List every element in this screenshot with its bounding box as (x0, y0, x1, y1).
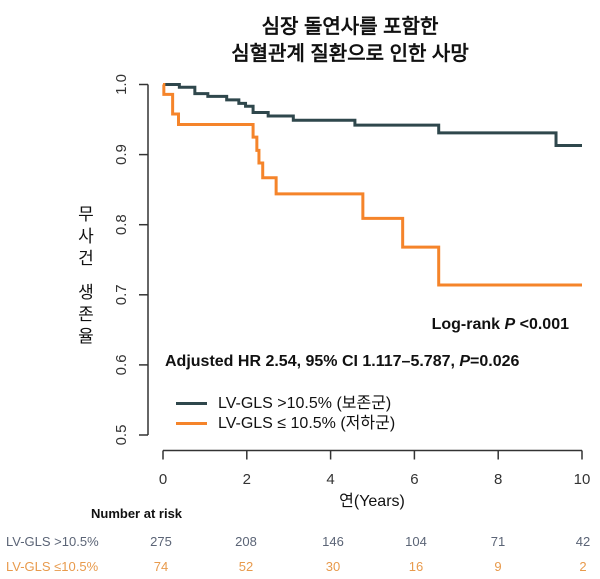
hr-annotation: Adjusted HR 2.54, 95% CI 1.117–5.787, P=… (165, 353, 519, 371)
y-tick-label: 0.6 (113, 354, 130, 375)
risk-table-title: Number at risk (91, 506, 183, 521)
logrank-prefix: Log-rank (431, 316, 505, 333)
y-axis-label-char: 건 (78, 249, 94, 268)
x-tick-label: 8 (494, 471, 502, 488)
y-axis-label-char: 율 (78, 327, 94, 346)
y-axis-label-char: 무 (78, 205, 94, 224)
legend-label-reduced: LV-GLS ≤ 10.5% (저하군) (218, 415, 396, 432)
y-axis-label-char: 사 (78, 227, 94, 246)
risk-count: 9 (494, 559, 502, 574)
logrank-value: <0.001 (515, 316, 569, 333)
risk-count: 42 (575, 534, 591, 549)
logrank-annotation: Log-rank P <0.001 (432, 316, 569, 334)
survival-curve-reduced (162, 83, 582, 287)
risk-count: 2 (579, 559, 587, 574)
y-tick-label: 0.9 (113, 144, 130, 165)
risk-count: 104 (405, 534, 427, 549)
chart-title-line-1: 심장 돌연사를 포함한 (261, 16, 439, 38)
x-axis-label: 연(Years) (339, 493, 405, 510)
y-tick-label: 1.0 (113, 74, 130, 95)
y-tick-label: 0.8 (113, 214, 130, 235)
risk-count: 146 (322, 534, 344, 549)
risk-count: 52 (238, 559, 254, 574)
x-tick-label: 6 (410, 471, 418, 488)
x-tick-label: 4 (326, 471, 334, 488)
y-tick-label: 0.5 (113, 425, 130, 446)
risk-count: 71 (490, 534, 506, 549)
legend-label-preserved: LV-GLS >10.5% (보존군) (218, 395, 392, 412)
risk-count: 16 (408, 559, 424, 574)
y-axis-label-char: 생 (78, 283, 94, 302)
y-axis-label-char: 존 (78, 305, 94, 324)
risk-count: 74 (153, 559, 169, 574)
risk-count: 208 (235, 534, 257, 549)
x-tick-label: 10 (574, 471, 591, 488)
risk-count: 30 (325, 559, 341, 574)
x-tick-label: 2 (243, 471, 251, 488)
y-tick-label: 0.7 (113, 284, 130, 305)
hr-prefix: Adjusted HR 2.54, 95% CI 1.117–5.787, (165, 353, 460, 370)
risk-count: 275 (150, 534, 172, 549)
chart-title-line-2: 심혈관계 질환으로 인한 사망 (231, 43, 469, 65)
x-tick-label: 0 (159, 471, 167, 488)
logrank-p: P (504, 316, 516, 333)
legend-item-reduced: LV-GLS ≤ 10.5% (저하군) (176, 414, 395, 434)
risk-row-label: LV-GLS ≤10.5% (6, 559, 99, 574)
legend-swatch-preserved (176, 402, 207, 406)
hr-p: P (459, 353, 471, 370)
legend-item-preserved: LV-GLS >10.5% (보존군) (176, 394, 395, 414)
risk-row-label: LV-GLS >10.5% (6, 534, 99, 549)
legend: LV-GLS >10.5% (보존군) LV-GLS ≤ 10.5% (저하군) (176, 394, 395, 434)
survival-curve-preserved (163, 83, 582, 147)
hr-value: =0.026 (470, 353, 520, 370)
legend-swatch-reduced (176, 422, 207, 426)
